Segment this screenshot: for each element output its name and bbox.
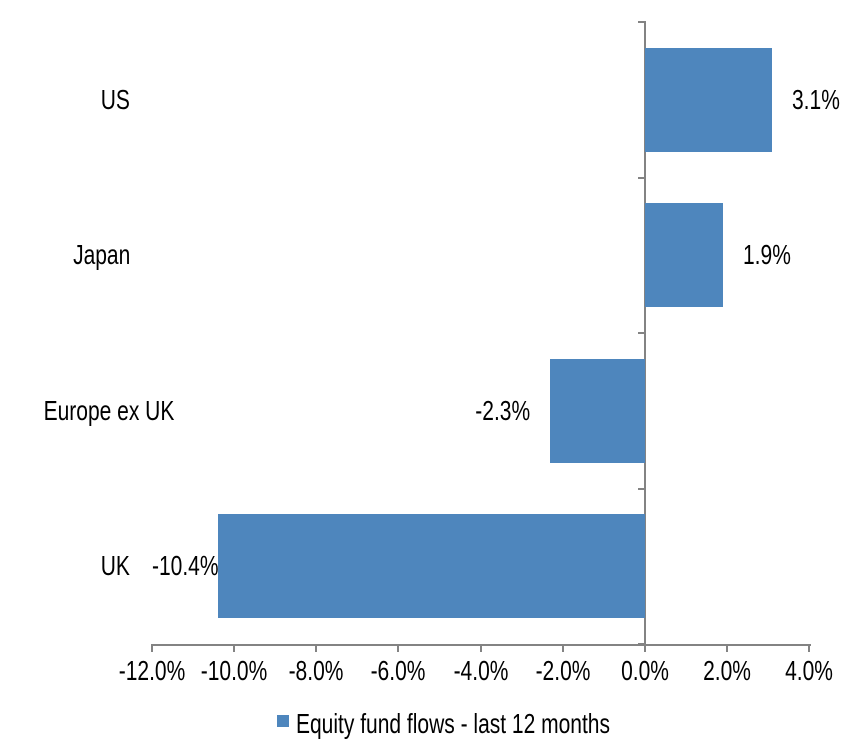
- legend-swatch: [277, 715, 289, 727]
- data-label-uk: -10.4%: [152, 552, 241, 580]
- x-tick-label-text: -2.0%: [535, 655, 591, 686]
- x-axis-tick: [233, 644, 235, 652]
- category-label-us: US: [0, 86, 130, 114]
- data-label-europe-ex-uk: -2.3%: [457, 397, 530, 425]
- x-axis-tick: [562, 644, 564, 652]
- x-tick-label: 2.0%: [695, 657, 759, 685]
- category-label-uk-text: UK: [100, 550, 130, 581]
- x-tick-label: -8.0%: [279, 657, 352, 685]
- x-tick-label-text: -10.0%: [200, 655, 268, 686]
- category-label-europe-ex-uk-text: Europe ex UK: [43, 395, 175, 426]
- data-label-europe-ex-uk-text: -2.3%: [475, 395, 531, 426]
- x-axis-tick: [644, 644, 646, 652]
- x-axis-tick: [808, 644, 810, 652]
- data-label-japan-text: 1.9%: [742, 239, 791, 270]
- x-tick-label-text: -6.0%: [370, 655, 426, 686]
- category-label-japan-text: Japan: [72, 239, 130, 270]
- bar-europe-ex-uk: [550, 358, 645, 463]
- x-axis-tick: [397, 644, 399, 652]
- category-axis-tick: [638, 177, 646, 179]
- x-tick-label: 0.0%: [613, 657, 677, 685]
- x-tick-label: -12.0%: [108, 657, 197, 685]
- x-tick-label-text: -4.0%: [453, 655, 509, 686]
- x-tick-label: -10.0%: [190, 657, 279, 685]
- x-axis-tick: [315, 644, 317, 652]
- category-axis-tick: [638, 488, 646, 490]
- x-tick-label-text: -12.0%: [118, 655, 186, 686]
- data-label-japan: 1.9%: [743, 241, 807, 269]
- category-axis-tick: [638, 21, 646, 23]
- x-tick-label: -2.0%: [526, 657, 599, 685]
- data-label-us: 3.1%: [792, 86, 852, 114]
- value-axis-line: [644, 22, 646, 652]
- legend-label: Equity fund flows - last 12 months: [296, 708, 610, 739]
- x-tick-label: -4.0%: [444, 657, 517, 685]
- bar-uk: [217, 514, 645, 619]
- x-axis-tick: [726, 644, 728, 652]
- x-tick-label: 4.0%: [777, 657, 841, 685]
- category-label-japan: Japan: [0, 241, 130, 269]
- x-tick-label: -6.0%: [361, 657, 434, 685]
- x-tick-label-text: 4.0%: [785, 655, 833, 686]
- bar-japan: [644, 203, 723, 308]
- data-label-uk-text: -10.4%: [152, 550, 219, 581]
- x-axis-tick: [151, 644, 153, 652]
- x-axis-tick: [480, 644, 482, 652]
- data-label-us-text: 3.1%: [792, 84, 840, 115]
- category-label-uk: UK: [0, 552, 130, 580]
- bar-us: [644, 47, 773, 152]
- x-tick-label-text: 2.0%: [703, 655, 751, 686]
- x-tick-label-text: -8.0%: [288, 655, 344, 686]
- category-label-us-text: US: [100, 84, 130, 115]
- category-label-europe-ex-uk: Europe ex UK: [0, 397, 175, 425]
- category-axis-tick: [638, 332, 646, 334]
- x-tick-label-text: 0.0%: [621, 655, 669, 686]
